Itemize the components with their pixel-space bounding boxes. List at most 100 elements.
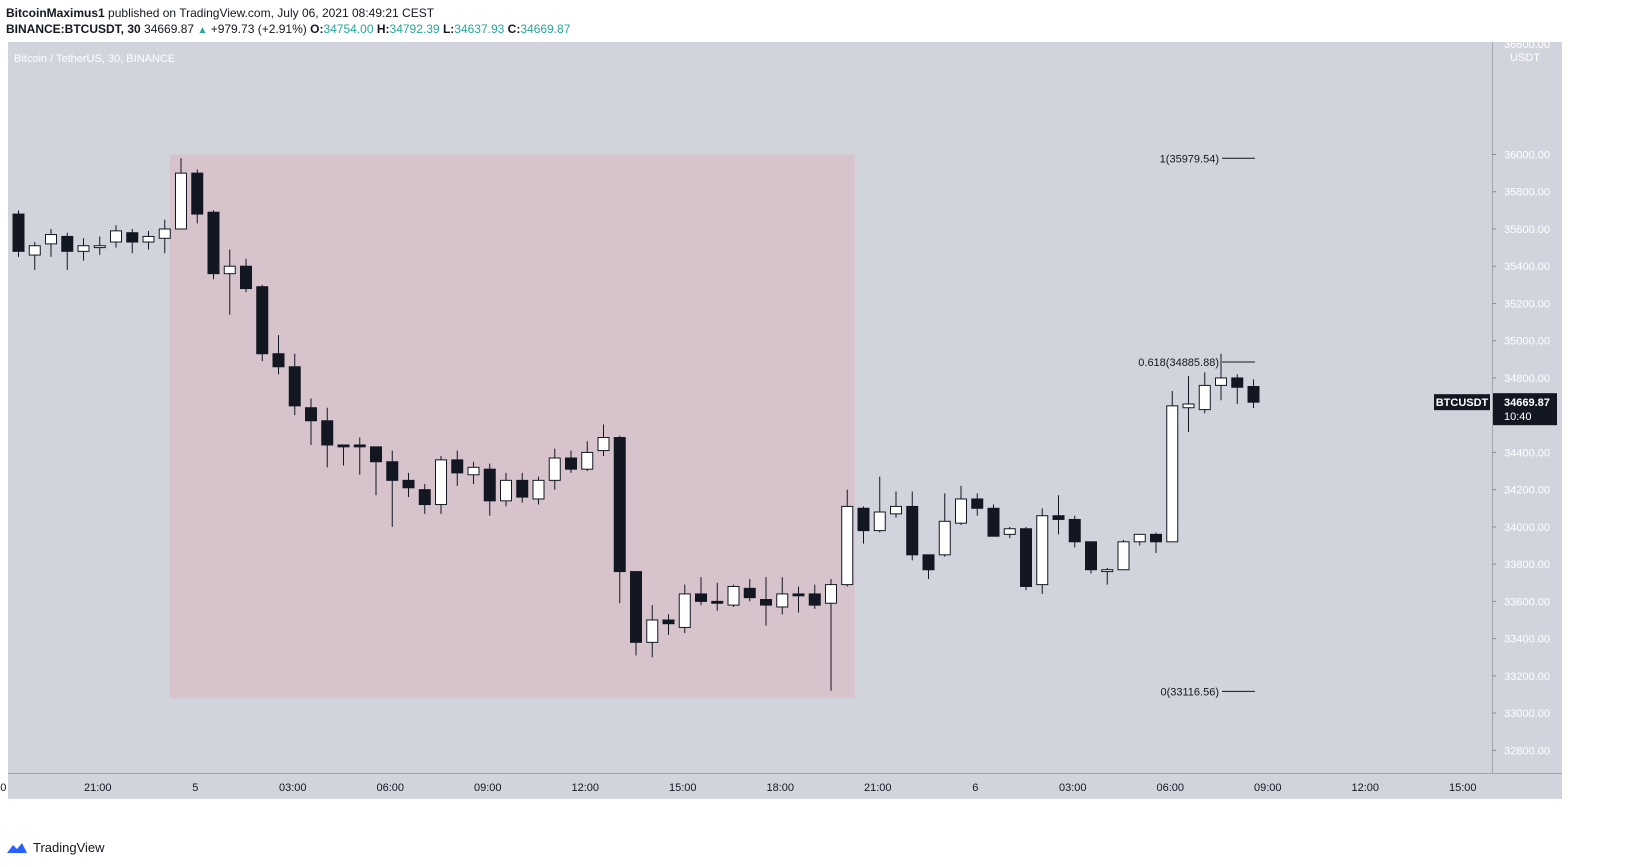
candle-bearish [370,446,382,463]
candle-bullish [841,505,854,586]
x-tick-label: 03:00 [1059,782,1087,794]
y-tick-label: 36000.00 [1504,150,1550,162]
candle-bearish [126,232,139,243]
y-tick-label: 33600.00 [1504,596,1550,608]
open-value: 34754.00 [323,22,374,36]
x-tick-label: 12:00 [571,782,599,794]
candle-bullish [142,235,155,243]
candle-bullish [435,459,447,506]
y-tick-label: 34200.00 [1504,485,1550,497]
candle-bearish [971,498,984,509]
candle-bullish [548,457,561,481]
ohlc-legend: BINANCE:BTCUSDT, 30 34669.87 ▲ +979.73 (… [6,22,570,36]
candle-bearish [792,593,805,597]
candle-bearish [337,444,350,448]
y-tick-label: 33400.00 [1504,634,1550,646]
y-tick-label: 34800.00 [1504,373,1550,385]
candle-bullish [955,498,967,524]
close-label: C: [507,22,521,36]
fib-level-label: 0.618(34885.88) [1138,357,1219,369]
candle-bullish [1101,569,1114,573]
candle-bullish [646,619,659,643]
highlight-zone [170,154,855,699]
candle-bullish [776,593,789,608]
fib-level-label: 0(33116.56) [1160,686,1219,698]
y-tick-label: 35200.00 [1504,298,1550,310]
candle-bearish [353,444,366,448]
x-tick-label: 09:00 [1254,782,1282,794]
candle-bearish [613,437,626,573]
y-tick-label-partial: 36600.00 [1504,39,1550,51]
candle-bullish [1166,405,1179,543]
candle-bullish [873,511,886,532]
author-name[interactable]: BitcoinMaximus1 [6,6,105,20]
candle-bearish [191,172,204,215]
up-triangle-icon: ▲ [197,25,208,36]
candle-bullish [467,466,480,476]
x-tick-label: 03:00 [279,782,307,794]
candle-bearish [1247,386,1260,403]
high-value: 34792.39 [389,22,440,36]
candle-bearish [516,479,529,498]
fib-level-label: 1(35979.54) [1160,153,1219,165]
time-axis[interactable] [8,773,1562,799]
candle-bearish [743,587,756,599]
brand-name[interactable]: TradingView [33,840,105,855]
candle-bearish [922,554,935,571]
close-value: 34669.87 [520,22,571,36]
candle-bearish [808,593,821,606]
candle-bearish [1052,515,1065,520]
candle-bullish [1036,515,1049,586]
candle-bearish [760,599,772,606]
candle-bearish [451,459,464,474]
bar-countdown: 10:40 [1504,411,1532,423]
y-tick-label: 35600.00 [1504,224,1550,236]
candle-bearish [1085,541,1097,571]
candle-bearish [711,600,724,604]
candle-bearish [61,235,74,252]
publish-info: BitcoinMaximus1 published on TradingView… [6,6,434,20]
y-axis-unit: USDT [1510,52,1540,64]
candle-bearish [256,286,269,355]
symbol-tag-label: BTCUSDT [1436,397,1489,409]
candle-bearish [272,353,285,368]
candle-bullish [727,585,740,606]
candle-bearish [288,366,301,407]
last-price: 34669.87 [144,22,195,36]
candle-bullish [45,234,57,245]
x-tick-label: 21:00 [84,782,112,794]
candle-bearish [906,505,919,556]
candle-bearish [1068,518,1081,543]
candle-bullish [1133,533,1146,543]
footer-brand: TradingView [6,840,105,855]
y-tick-label: 33200.00 [1504,671,1550,683]
candle-bearish [662,619,675,625]
tradingview-logo-icon [7,842,27,853]
candle-bearish [565,457,577,470]
x-tick-label: 06:00 [376,782,404,794]
high-label: H: [376,22,390,36]
y-tick-label: 33800.00 [1504,559,1550,571]
candle-bearish [386,461,399,481]
candle-bullish [158,228,171,239]
x-tick-label: 09:00 [474,782,502,794]
candle-bearish [1150,533,1162,543]
candle-bullish [581,451,594,470]
candle-bullish [28,245,41,256]
candle-bullish [500,479,512,502]
candle-bullish [938,520,951,556]
candle-bullish [890,505,902,515]
low-value: 34637.93 [454,22,505,36]
price-change: +979.73 (+2.91%) [210,22,307,36]
candle-bullish [175,172,187,230]
x-tick-label: 15:00 [1449,782,1477,794]
published-text: published on TradingView.com, July 06, 2… [108,6,435,20]
candle-bearish [695,593,707,602]
candle-bearish [483,468,496,502]
x-tick-label: 18:00 [766,782,794,794]
x-tick-label: 00 [0,782,6,794]
candle-bearish [321,420,334,446]
y-tick-label: 35800.00 [1504,187,1550,199]
x-tick-label: 21:00 [864,782,892,794]
